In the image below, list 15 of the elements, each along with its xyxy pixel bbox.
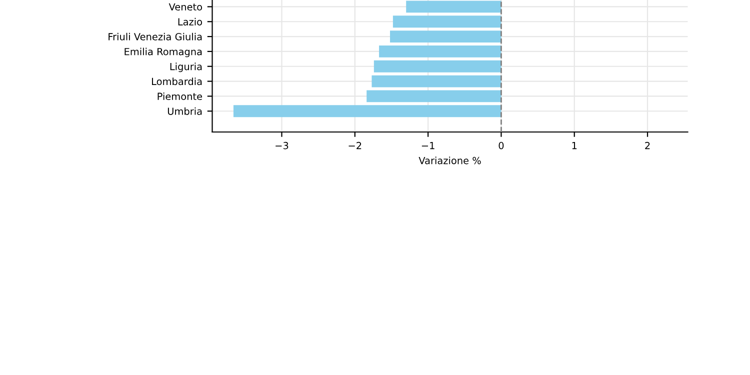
y-tick-label: Friuli Venezia Giulia — [108, 32, 202, 40]
y-tick-label: Lombardia — [152, 78, 202, 86]
x-tick-label: 2 — [645, 142, 650, 150]
x-tick-label: −3 — [276, 142, 288, 150]
y-tick-label: Umbria — [168, 107, 202, 115]
y-tick-label: Liguria — [170, 62, 202, 72]
y-tick-label: Piemonte — [158, 92, 202, 100]
x-axis-title: Variazione % — [418, 156, 481, 164]
x-tick-label: 1 — [572, 142, 577, 150]
x-tick-label: −1 — [422, 142, 434, 150]
x-tick-label: −2 — [348, 142, 362, 150]
y-tick-label: Emilia Romagna — [124, 48, 202, 58]
y-tick-label: Lazio — [178, 18, 202, 26]
x-tick-label: 0 — [498, 142, 504, 150]
y-tick-label: Veneto — [168, 3, 202, 11]
